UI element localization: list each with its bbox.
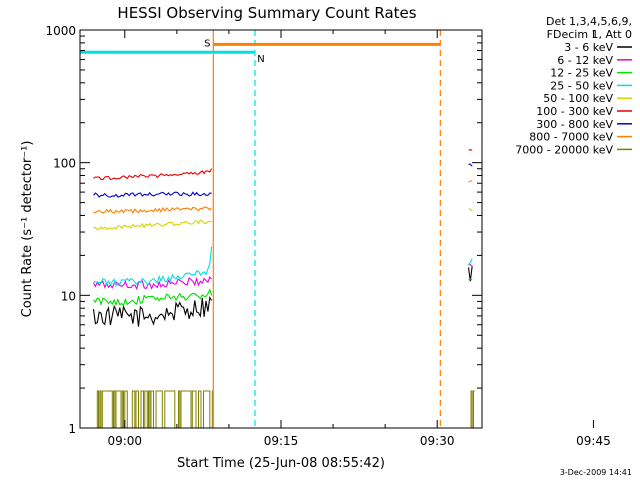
footer-date: 3-Dec-2009 14:41 — [560, 468, 632, 477]
series-line-4-segment-2 — [468, 258, 473, 266]
legend: Det 1,3,4,5,6,9, FDecim 1, Att 0 3 - 6 k… — [515, 15, 632, 156]
series-line-1-segment-1 — [92, 296, 213, 327]
legend-entry-8: 800 - 7000 keV — [529, 131, 613, 144]
x-tick-label-3: 09:30 — [420, 434, 455, 448]
series-line-3-segment-2 — [468, 278, 473, 281]
legend-entry-4: 25 - 50 keV — [550, 79, 613, 92]
axis-layer: 09:0009:1509:3009:4510:0010:1510:3011010… — [45, 24, 611, 448]
marker-layer: SN — [80, 30, 441, 428]
series-line-8-segment-2 — [468, 180, 473, 183]
legend-entry-5: 50 - 100 keV — [543, 92, 613, 105]
legend-entry-1: 3 - 6 keV — [564, 41, 613, 54]
series-line-5-segment-2 — [468, 208, 473, 212]
series-line-9-segment-1 — [93, 390, 214, 429]
legend-entry-3: 12 - 25 keV — [550, 67, 613, 80]
legend-header-line-2: FDecim 1, Att 0 — [547, 28, 632, 41]
flag-label-s: S — [204, 38, 210, 49]
series-line-6-segment-1 — [93, 168, 213, 181]
flag-label-n: N — [257, 54, 264, 65]
series-line-2-segment-1 — [93, 275, 213, 291]
series-line-3-segment-1 — [93, 288, 213, 307]
series-line-5-segment-1 — [93, 219, 212, 231]
series-line-7-segment-1 — [93, 191, 212, 198]
legend-entry-6: 100 - 300 keV — [536, 105, 613, 118]
series-line-7-segment-2 — [468, 163, 473, 167]
y-tick-label-1: 1 — [68, 422, 76, 436]
y-axis-label: Count Rate (s⁻¹ detector⁻¹) — [20, 141, 35, 318]
series-line-4-segment-1 — [93, 246, 213, 288]
plot-frame — [79, 29, 483, 429]
chart-title: HESSI Observing Summary Count Rates — [117, 4, 416, 22]
series-line-8-segment-1 — [93, 206, 213, 214]
x-axis-label: Start Time (25-Jun-08 08:55:42) — [177, 456, 385, 471]
legend-entry-9: 7000 - 20000 keV — [515, 143, 613, 156]
y-tick-label-4: 1000 — [45, 24, 76, 38]
y-tick-label-2: 10 — [61, 289, 76, 303]
series-line-1-segment-2 — [467, 265, 473, 282]
series-layer — [92, 149, 475, 429]
series-line-9-segment-2 — [468, 390, 475, 429]
x-tick-label-2: 09:15 — [264, 434, 299, 448]
legend-entry-7: 300 - 800 keV — [536, 118, 613, 131]
legend-entry-2: 6 - 12 keV — [557, 54, 613, 67]
x-tick-label-4: 09:45 — [576, 434, 611, 448]
legend-header-line-1: Det 1,3,4,5,6,9, — [546, 15, 632, 28]
x-tick-label-1: 09:00 — [107, 434, 142, 448]
y-tick-label-3: 100 — [53, 157, 76, 171]
